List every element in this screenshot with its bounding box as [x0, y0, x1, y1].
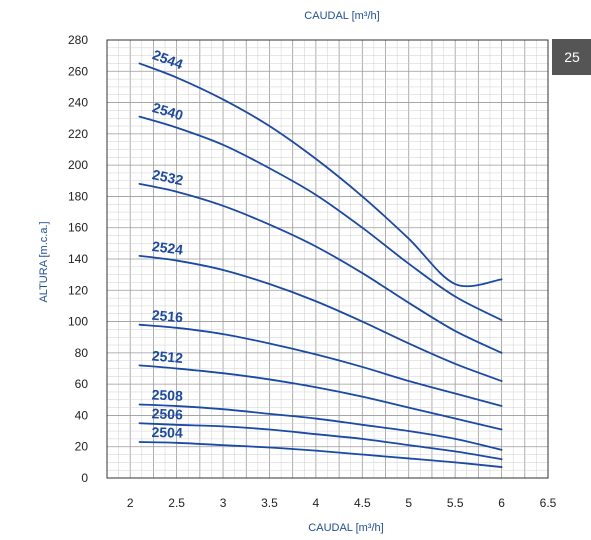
series-line-2504: [138, 441, 503, 468]
y-tick-label: 0: [81, 471, 88, 485]
series-line-2508: [138, 403, 503, 451]
x-tick-label: 6.5: [540, 496, 557, 510]
y-tick-label: 240: [68, 96, 88, 110]
y-tick-label: 40: [75, 408, 89, 422]
x-tick-label: 2: [127, 496, 134, 510]
x-axis-title: CAUDAL [m³/h]: [308, 522, 383, 534]
y-tick-label: 160: [68, 221, 88, 235]
x-tick-label: 4: [313, 496, 320, 510]
y-tick-label: 260: [68, 64, 88, 78]
series-label-2508: 2508: [151, 386, 183, 403]
series-curves: [138, 62, 503, 468]
series-line-2544: [138, 62, 503, 288]
y-tick-label: 220: [68, 127, 88, 141]
top-axis-title: CAUDAL [m³/h]: [304, 10, 379, 22]
series-label-2532: 2532: [151, 166, 185, 188]
y-tick-label: 120: [68, 283, 88, 297]
y-axis-title: ALTURA [m.c.a.]: [38, 221, 50, 302]
x-tick-label: 5: [405, 496, 412, 510]
x-axis-ticks: 2 2.5 3 3.5 4 4.5 5 5.5 6 6.5: [127, 496, 557, 510]
series-line-2540: [138, 115, 503, 321]
series-label-2504: 2504: [151, 424, 183, 441]
y-tick-label: 200: [68, 158, 88, 172]
y-tick-label: 100: [68, 315, 88, 329]
series-line-2524: [138, 254, 503, 382]
y-tick-label: 80: [75, 346, 89, 360]
x-tick-label: 3.5: [261, 496, 278, 510]
y-tick-label: 20: [75, 440, 89, 454]
x-tick-label: 2.5: [168, 496, 185, 510]
x-tick-label: 4.5: [354, 496, 371, 510]
series-label-2506: 2506: [151, 405, 183, 422]
x-tick-label: 3: [220, 496, 227, 510]
y-tick-label: 140: [68, 252, 88, 266]
y-tick-label: 280: [68, 33, 88, 47]
series-line-2532: [138, 183, 503, 354]
series-label-2524: 2524: [151, 238, 184, 258]
y-tick-label: 180: [68, 189, 88, 203]
chart-frame: [106, 39, 549, 479]
plot-border: [106, 39, 549, 479]
series-label-2512: 2512: [151, 347, 184, 366]
x-tick-label: 6: [498, 496, 505, 510]
series-line-2516: [138, 323, 503, 407]
y-tick-label: 60: [75, 377, 89, 391]
page-number-badge: 25: [552, 39, 591, 75]
series-line-2512: [138, 364, 503, 431]
series-label-2516: 2516: [151, 307, 184, 326]
x-tick-label: 5.5: [447, 496, 464, 510]
y-axis-ticks: 0 20 40 60 80 100 120 140 160 180 200 220 240 260 280: [68, 33, 88, 485]
series-line-2506: [138, 422, 503, 461]
